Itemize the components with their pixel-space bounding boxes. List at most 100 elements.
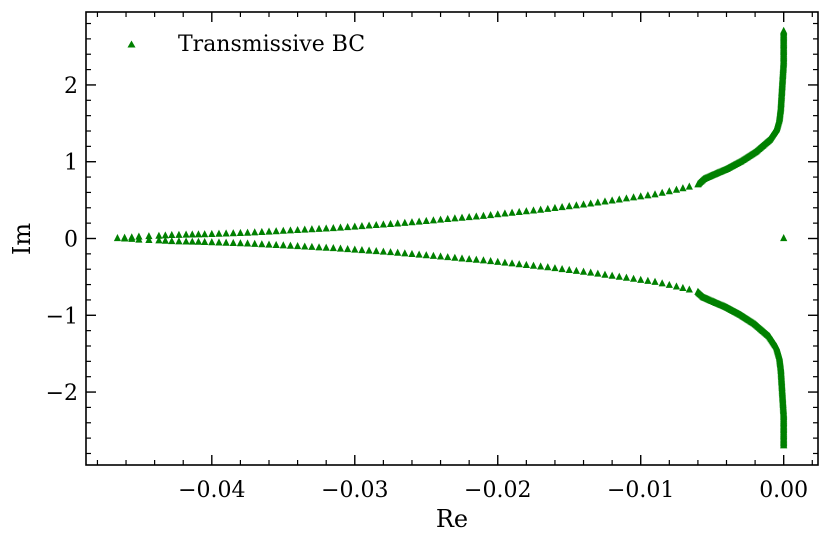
data-point bbox=[293, 225, 302, 234]
data-point bbox=[394, 248, 402, 256]
data-point bbox=[344, 222, 352, 231]
data-point bbox=[444, 214, 452, 223]
data-point bbox=[579, 200, 588, 208]
data-point bbox=[436, 252, 445, 260]
data-point bbox=[168, 237, 176, 245]
data-point bbox=[308, 242, 316, 250]
y-tick-label: 0 bbox=[64, 228, 78, 253]
data-point bbox=[572, 201, 580, 209]
data-point bbox=[236, 239, 245, 247]
data-point bbox=[222, 229, 230, 237]
data-point bbox=[522, 207, 530, 215]
data-point bbox=[594, 198, 602, 206]
data-point bbox=[379, 220, 387, 228]
data-point bbox=[479, 256, 488, 264]
data-point bbox=[565, 202, 573, 210]
data-point bbox=[279, 226, 287, 234]
data-point bbox=[665, 187, 673, 195]
data-point bbox=[236, 228, 245, 236]
data-point bbox=[615, 272, 623, 280]
data-point bbox=[458, 254, 466, 262]
data-point bbox=[558, 264, 566, 273]
data-point bbox=[215, 238, 223, 246]
data-point bbox=[780, 441, 788, 449]
data-point bbox=[508, 208, 516, 216]
data-point bbox=[529, 206, 538, 214]
data-point bbox=[182, 230, 190, 238]
x-axis-label: Re bbox=[436, 505, 468, 533]
data-point bbox=[637, 275, 645, 283]
data-point bbox=[258, 227, 266, 235]
data-point bbox=[572, 266, 580, 274]
data-point bbox=[351, 222, 359, 230]
data-point bbox=[258, 240, 266, 248]
data-point bbox=[780, 26, 788, 34]
data-point bbox=[415, 217, 423, 225]
data-point bbox=[672, 282, 681, 290]
data-point bbox=[594, 269, 602, 277]
data-point bbox=[679, 283, 687, 292]
data-point bbox=[508, 259, 516, 267]
data-point bbox=[155, 231, 163, 239]
y-tick-label: −2 bbox=[46, 381, 78, 406]
data-point bbox=[358, 221, 366, 230]
data-point bbox=[336, 244, 345, 252]
data-point bbox=[544, 204, 552, 212]
x-tick-label: −0.01 bbox=[607, 478, 674, 503]
data-point bbox=[194, 230, 203, 238]
data-point bbox=[494, 210, 502, 218]
data-point bbox=[175, 237, 183, 245]
data-point bbox=[265, 227, 273, 235]
data-point bbox=[293, 242, 302, 250]
data-point bbox=[135, 235, 143, 243]
data-point bbox=[145, 235, 153, 244]
data-point bbox=[279, 241, 287, 249]
y-tick-label: 2 bbox=[64, 74, 78, 99]
data-point bbox=[422, 216, 430, 224]
data-point bbox=[487, 210, 495, 219]
data-point bbox=[622, 273, 631, 281]
data-point bbox=[286, 241, 295, 249]
x-tick-label: 0.00 bbox=[759, 478, 808, 503]
data-point bbox=[113, 234, 122, 242]
data-point bbox=[128, 234, 136, 242]
data-point bbox=[408, 249, 416, 257]
data-point bbox=[472, 255, 480, 263]
data-point bbox=[494, 257, 502, 265]
data-point bbox=[182, 237, 190, 245]
data-point bbox=[587, 199, 595, 207]
legend-marker-icon bbox=[127, 40, 136, 48]
data-point bbox=[322, 224, 330, 232]
plot-area bbox=[113, 26, 788, 449]
data-point bbox=[422, 251, 430, 259]
data-point bbox=[587, 268, 595, 276]
data-point bbox=[608, 196, 616, 204]
data-point bbox=[386, 248, 395, 256]
y-tick-label: 1 bbox=[64, 151, 78, 176]
data-point bbox=[336, 223, 345, 231]
data-point bbox=[601, 270, 609, 278]
data-point bbox=[408, 218, 416, 226]
data-point bbox=[208, 238, 216, 246]
data-point bbox=[529, 261, 538, 269]
data-point bbox=[265, 240, 273, 248]
data-point bbox=[622, 194, 631, 202]
data-point bbox=[458, 213, 466, 221]
data-point bbox=[351, 245, 359, 253]
data-point bbox=[644, 276, 652, 284]
data-point bbox=[401, 249, 409, 257]
data-point bbox=[558, 203, 566, 211]
data-point bbox=[315, 243, 323, 251]
data-point bbox=[394, 219, 402, 227]
data-point bbox=[243, 239, 252, 247]
data-point bbox=[401, 218, 409, 226]
data-point bbox=[679, 184, 687, 192]
data-point bbox=[465, 213, 473, 221]
data-point bbox=[579, 267, 588, 275]
data-point bbox=[272, 240, 280, 249]
data-point bbox=[565, 265, 573, 273]
data-point bbox=[537, 205, 545, 213]
data-point bbox=[479, 211, 488, 219]
x-tick-label: −0.03 bbox=[321, 478, 388, 503]
